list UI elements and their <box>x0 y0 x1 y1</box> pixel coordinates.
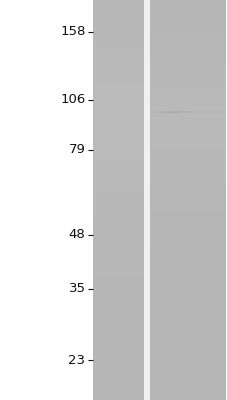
Text: 158: 158 <box>60 25 85 38</box>
Text: 106: 106 <box>60 93 85 106</box>
Text: 35: 35 <box>68 282 85 295</box>
Text: 79: 79 <box>68 144 85 156</box>
Text: 48: 48 <box>69 228 85 241</box>
Text: 23: 23 <box>68 354 85 367</box>
